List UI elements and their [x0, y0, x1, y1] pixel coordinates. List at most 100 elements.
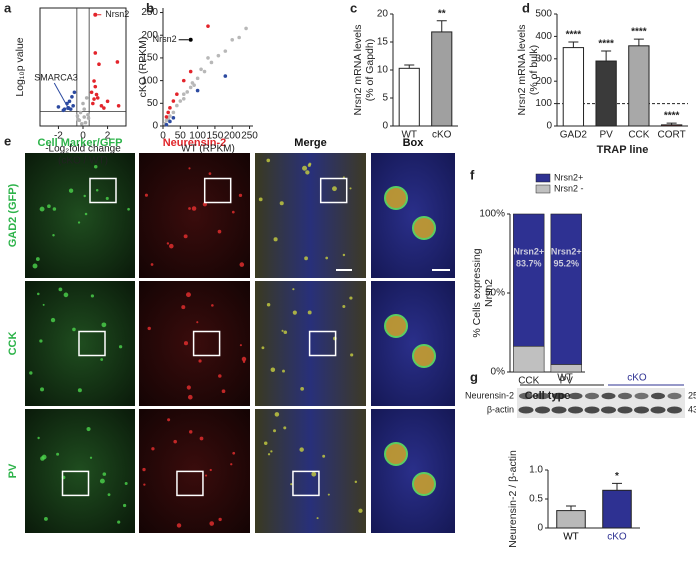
- significance: ****: [598, 39, 614, 50]
- y-tick-label: 0: [546, 121, 552, 132]
- point: [102, 106, 106, 110]
- band: [601, 406, 616, 414]
- point: [178, 99, 183, 103]
- cell: [266, 158, 271, 163]
- point: [199, 67, 203, 72]
- x-axis-title: (cKO / WT): [58, 156, 108, 167]
- band-label: Neurensin-2: [465, 390, 514, 400]
- point: [195, 88, 200, 93]
- cell: [107, 493, 111, 497]
- panel-letter: d: [522, 0, 530, 15]
- zoom-box: [319, 177, 348, 204]
- value-label: 95.2%: [553, 258, 579, 268]
- zoom-box: [61, 470, 90, 497]
- cell: [188, 167, 191, 170]
- cell: [35, 257, 40, 261]
- cell: [191, 206, 197, 211]
- point: [99, 103, 104, 108]
- x-axis-title: WT (RPKM): [181, 144, 235, 155]
- cell: [209, 468, 212, 472]
- band: [584, 406, 600, 414]
- significance: ****: [664, 111, 680, 122]
- column-header: Cell Marker/GFP: [38, 137, 123, 149]
- x-tick-label: -2: [54, 131, 63, 142]
- micrograph: [255, 153, 366, 278]
- cell: [117, 520, 121, 524]
- point: [164, 122, 169, 127]
- cell: [77, 388, 82, 393]
- error-bar: [601, 50, 612, 62]
- cell: [186, 292, 191, 298]
- significance: ****: [631, 27, 647, 38]
- cell: [241, 356, 247, 362]
- bar: [660, 124, 683, 127]
- x-tick-label: 150: [207, 131, 224, 142]
- x-tick-label: 0: [160, 131, 166, 142]
- point: [206, 56, 210, 60]
- y-tick-label: 50%: [485, 288, 505, 299]
- y-tick-label: 0: [537, 523, 543, 534]
- y-tick-label: 0: [152, 121, 158, 132]
- band: [551, 406, 567, 414]
- x-tick-label: GAD2: [560, 130, 588, 141]
- x-tick-label: PV: [599, 130, 613, 141]
- point: [164, 115, 169, 119]
- cell: [304, 256, 308, 261]
- error-bar: [633, 38, 644, 46]
- cell: [89, 456, 93, 459]
- cell: [63, 292, 69, 298]
- cell: [307, 163, 311, 167]
- cell-zoom: [412, 216, 436, 240]
- annotated-point: [93, 12, 98, 17]
- bar: [431, 31, 453, 127]
- cell: [83, 194, 86, 198]
- segment-label: Nrsn2+: [513, 246, 544, 256]
- error-bar: [404, 64, 415, 69]
- cell: [283, 330, 288, 334]
- point: [181, 96, 186, 101]
- point: [171, 99, 176, 103]
- point: [115, 60, 120, 64]
- bar: [602, 489, 632, 529]
- cell: [118, 345, 123, 349]
- point: [71, 103, 75, 108]
- error-bar: [666, 122, 677, 125]
- cell: [232, 451, 236, 455]
- point: [84, 96, 89, 100]
- cell: [166, 242, 170, 245]
- band: [601, 392, 616, 400]
- y-tick-label: 5: [382, 93, 388, 104]
- legend-label: Nrsn2 -: [554, 183, 584, 193]
- cell: [239, 262, 245, 267]
- point: [195, 76, 200, 81]
- point: [86, 112, 90, 117]
- legend-swatch: [535, 173, 551, 183]
- cell: [124, 481, 128, 485]
- x-tick-label: 50: [175, 131, 187, 142]
- cell: [143, 483, 146, 486]
- x-tick-label: 2: [105, 131, 111, 142]
- y-axis-title: Nrsn2: [483, 279, 495, 307]
- cell: [150, 263, 154, 266]
- cell: [181, 305, 186, 310]
- cell: [332, 186, 337, 192]
- cell: [189, 430, 193, 434]
- leader: [53, 82, 69, 109]
- x-axis-title: TRAP line: [597, 144, 649, 156]
- point: [209, 60, 214, 65]
- cell: [44, 516, 48, 521]
- cell: [196, 321, 199, 324]
- band: [650, 406, 666, 414]
- point: [237, 35, 241, 40]
- x-tick-label: CCK: [518, 376, 539, 387]
- zoom-box: [308, 330, 337, 357]
- band: [585, 392, 599, 400]
- panel-letter: f: [470, 167, 475, 182]
- segment-label: Nrsn2+: [551, 246, 582, 256]
- cell: [186, 385, 191, 390]
- band: [518, 406, 534, 414]
- point: [83, 120, 88, 125]
- point: [175, 103, 179, 108]
- cell: [300, 386, 304, 391]
- zoom-box: [176, 470, 204, 497]
